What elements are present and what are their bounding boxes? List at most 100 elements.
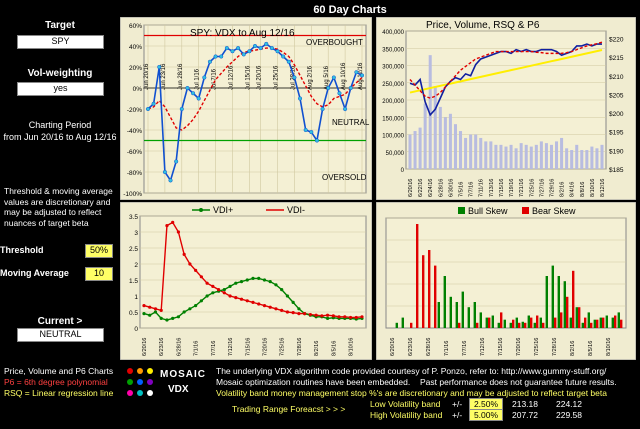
bear-skew-bar xyxy=(476,322,479,328)
bull-skew-bar xyxy=(503,319,506,328)
vdi-minus-point xyxy=(360,315,364,319)
bull-skew-bar xyxy=(569,317,572,328)
vdx-point xyxy=(224,46,229,51)
vdi-minus-point xyxy=(280,308,284,312)
mosaic-note: Mosaic optimization routines have been e… xyxy=(216,377,411,387)
vdi-plus-point xyxy=(262,278,267,282)
price-y-tick: $200 xyxy=(609,111,624,118)
high-band-pct-input[interactable]: 5.00% xyxy=(469,409,503,421)
bear-skew-bar xyxy=(578,307,581,328)
vdi-minus-point xyxy=(216,288,221,292)
vdx-point xyxy=(320,106,325,112)
vdi-y-tick: 0 xyxy=(134,326,138,333)
vdi-plus-point xyxy=(257,276,261,280)
vdi-x-tick: 8/10/16 xyxy=(349,338,355,356)
vdx-point xyxy=(298,96,303,101)
bull-skew-bar xyxy=(617,312,620,328)
volume-bar xyxy=(555,141,559,169)
volume-y-tick: 350,000 xyxy=(382,47,404,53)
vol-weighting-input[interactable]: yes xyxy=(17,82,104,96)
vdx-point xyxy=(281,54,286,59)
vdx-y-tick: -40% xyxy=(127,128,142,135)
vdi-minus-point xyxy=(297,312,301,316)
volume-bar xyxy=(534,144,538,169)
vdi-x-tick: 7/12/16 xyxy=(228,338,234,356)
volume-y-tick: 200,000 xyxy=(382,99,404,105)
vdx-point xyxy=(174,159,179,164)
vdi-plus-point xyxy=(153,310,158,314)
vdi-plus-point xyxy=(234,281,238,285)
price-x-tick: 6/30/16 xyxy=(448,179,454,197)
p6-line xyxy=(409,41,603,99)
bull-skew-bar xyxy=(455,302,458,328)
bull-skew-bar xyxy=(575,307,578,328)
price-x-tick: 7/27/16 xyxy=(539,179,545,197)
bull-skew-bar xyxy=(521,321,524,328)
bull-skew-bar xyxy=(611,317,614,328)
bull-skew-bar xyxy=(395,322,398,328)
skew-x-tick: 7/20/16 xyxy=(516,338,522,356)
vdx-point xyxy=(185,85,190,91)
price-x-tick: 6/24/16 xyxy=(428,179,434,197)
vdi-minus-point xyxy=(274,307,278,311)
vdx-x-tick: Aug 10/16 xyxy=(341,62,347,90)
bear-skew-bar xyxy=(500,312,503,328)
vdx-point xyxy=(303,127,308,133)
vol-weighting-label: Vol-weighting xyxy=(27,68,93,79)
skew-x-tick: 6/20/16 xyxy=(390,338,396,356)
vdi-minus-point xyxy=(171,220,175,224)
volume-y-tick: 0 xyxy=(401,168,405,174)
vdi-minus-point xyxy=(343,315,347,319)
moving-average-input[interactable]: 10 xyxy=(85,267,113,281)
notes-line-1: Price, Volume and P6 Charts xyxy=(4,366,114,376)
vdx-y-tick: -80% xyxy=(127,170,142,177)
vdi-plus-point xyxy=(171,316,175,320)
vdi-plus-point xyxy=(205,294,209,298)
vdx-y-tick: 0% xyxy=(133,86,143,93)
bull-skew-bar xyxy=(599,317,602,328)
vdx-x-tick: Jul 1/16 xyxy=(195,68,201,90)
vdi-plus-point xyxy=(291,300,295,304)
vdi-minus-point xyxy=(245,299,249,303)
skew-x-tick: 7/1/16 xyxy=(444,341,450,356)
vdi-minus-point xyxy=(159,308,163,312)
threshold-input[interactable]: 50% xyxy=(85,244,113,258)
vdi-plus-point xyxy=(251,276,255,280)
vdi-plus-point xyxy=(211,291,215,295)
price-x-tick: 6/28/16 xyxy=(438,179,444,197)
vdx-point xyxy=(258,46,263,51)
price-x-tick: 7/15/16 xyxy=(499,179,505,197)
bull-skew-bar xyxy=(449,296,452,328)
volume-bar xyxy=(459,131,463,169)
volume-bar xyxy=(499,144,503,169)
price-x-tick: 7/13/16 xyxy=(489,179,495,197)
target-input[interactable]: SPY xyxy=(17,35,104,49)
volume-bar xyxy=(474,134,478,169)
vdi-plus-point xyxy=(148,313,152,317)
vdx-point xyxy=(247,49,252,54)
neutral-label: NEUTRAL xyxy=(332,118,370,127)
skew-x-tick: 8/5/16 xyxy=(588,341,594,356)
volume-bar xyxy=(428,55,432,169)
vdi-plus-point xyxy=(142,312,146,316)
price-x-tick: 7/5/16 xyxy=(459,182,465,197)
price-x-tick: 8/10/16 xyxy=(590,179,596,197)
vdi-minus-point xyxy=(142,304,146,308)
vdi-minus-point xyxy=(320,314,324,318)
bear-skew-bar xyxy=(536,315,539,328)
bull-skew-bar xyxy=(581,322,584,328)
vdi-minus-point xyxy=(188,262,192,266)
notes-line-2: P6 = 6th degree polynomial xyxy=(4,377,108,387)
vdx-x-tick: Aug 2/16 xyxy=(307,65,313,90)
vdi-plus-legend: VDI+ xyxy=(213,205,233,215)
vdi-plus-point xyxy=(280,288,284,292)
vdi-minus-point xyxy=(268,305,272,309)
volume-bar xyxy=(519,143,523,169)
bull-skew-bar xyxy=(587,312,590,328)
skew-x-tick: 7/25/16 xyxy=(534,338,540,356)
price-x-tick: 8/8/16 xyxy=(580,182,586,197)
overbought-label: OVERBOUGHT xyxy=(306,38,363,47)
vdi-minus-point xyxy=(228,294,232,298)
vdi-minus-point xyxy=(194,268,198,272)
vdi-minus-point xyxy=(354,315,358,320)
